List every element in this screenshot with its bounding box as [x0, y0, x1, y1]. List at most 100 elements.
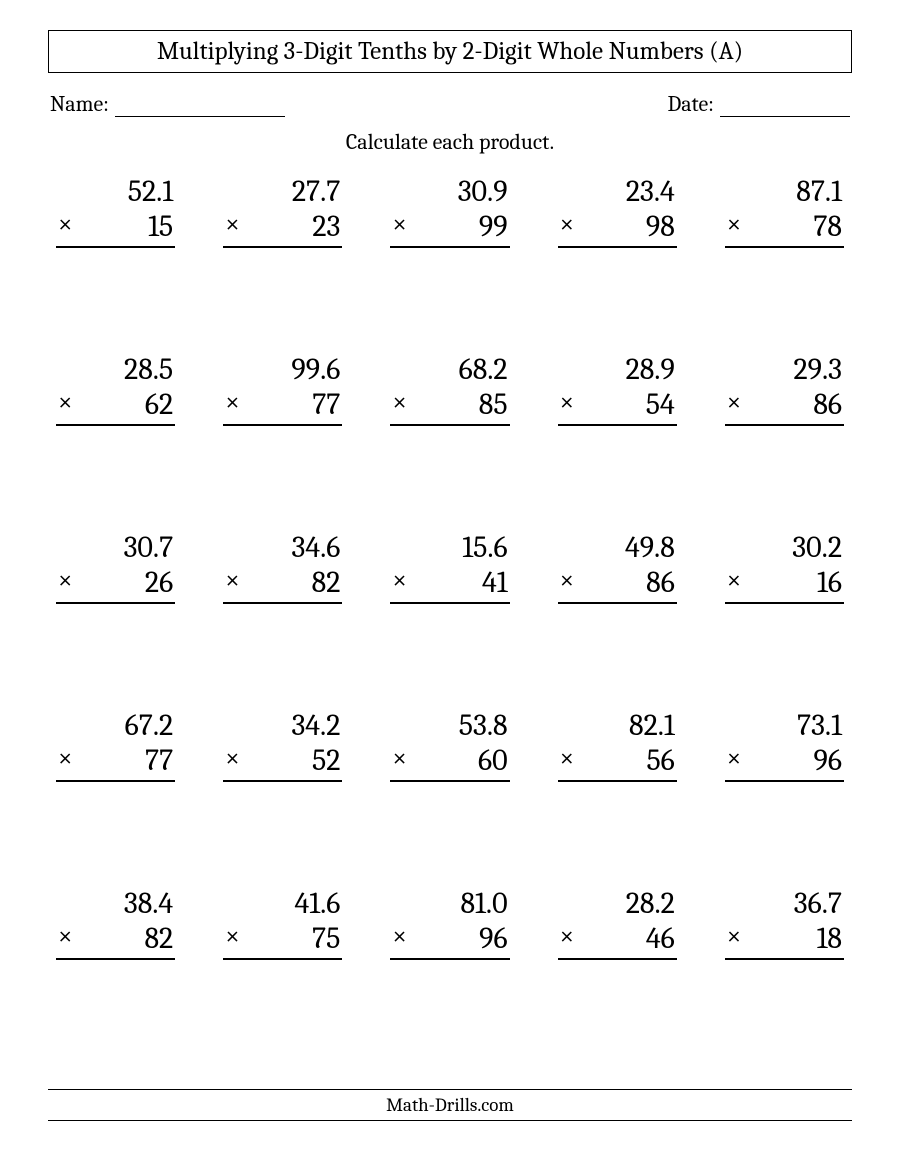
multiplier: 23	[312, 210, 340, 245]
multiplicand: 29.3	[793, 353, 844, 388]
multiplication-problem: 53.8 × 60	[390, 703, 509, 881]
multiplication-problem: 29.3 × 86	[725, 347, 844, 525]
multiplication-problem: 99.6 × 77	[223, 347, 342, 525]
multiplication-problem: 67.2×77	[56, 703, 175, 881]
multiplicand: 53.8	[459, 709, 510, 744]
multiplier-row: ×46	[558, 922, 677, 961]
multiplier-row: × 77	[223, 388, 342, 427]
multiplier: 15	[148, 210, 173, 245]
multiplication-problem: 27.7 × 23	[223, 169, 342, 347]
multiply-sign: ×	[392, 744, 406, 779]
header-row: Name: Date:	[48, 91, 852, 117]
multiplication-problem: 30.7×26	[56, 525, 175, 703]
multiplier-row: × 82	[223, 566, 342, 605]
multiplier-row: × 86	[725, 388, 844, 427]
multiplier-row: × 75	[223, 922, 342, 961]
multiply-sign: ×	[58, 388, 72, 423]
multiplier: 52	[312, 744, 340, 779]
multiply-sign: ×	[560, 744, 574, 779]
multiply-sign: ×	[727, 210, 741, 245]
multiplier-row: ×96	[390, 922, 509, 961]
multiplier-row: × 41	[390, 566, 509, 605]
multiplicand: 30.9	[458, 175, 510, 210]
multiplier: 26	[145, 566, 173, 601]
multiply-sign: ×	[392, 210, 406, 245]
multiply-sign: ×	[225, 388, 239, 423]
multiplication-problem: 87.1×78	[725, 169, 844, 347]
multiplication-problem: 34.6×82	[223, 525, 342, 703]
multiplier-row: × 86	[558, 566, 677, 605]
multiplier: 86	[646, 566, 675, 601]
multiplier-row: ×96	[725, 744, 844, 783]
multiplication-problem: 30.2×16	[725, 525, 844, 703]
multiplicand: 82.1	[629, 709, 677, 744]
multiplicand: 28.9	[626, 353, 677, 388]
multiplier: 56	[646, 744, 674, 779]
multiply-sign: ×	[58, 210, 72, 245]
multiplier: 78	[813, 210, 842, 245]
multiplier: 98	[646, 210, 675, 245]
multiply-sign: ×	[560, 210, 574, 245]
multiplication-problem: 68.2×85	[390, 347, 509, 525]
multiply-sign: ×	[392, 388, 406, 423]
multiplier-row: × 62	[56, 388, 175, 427]
multiplicand: 28.2	[626, 887, 677, 922]
multiplier: 77	[145, 744, 173, 779]
name-field: Name:	[50, 91, 285, 117]
name-blank-line[interactable]	[115, 116, 285, 117]
date-label: Date:	[667, 91, 714, 117]
multiply-sign: ×	[560, 388, 574, 423]
multiply-sign: ×	[58, 566, 72, 601]
multiply-sign: ×	[727, 922, 741, 957]
multiplication-problem: 15.6 × 41	[390, 525, 509, 703]
multiplier: 18	[817, 922, 842, 957]
multiply-sign: ×	[225, 566, 239, 601]
multiply-sign: ×	[225, 922, 239, 957]
multiplication-problem: 81.0×96	[390, 881, 509, 1059]
multiplicand: 27.7	[292, 175, 343, 210]
multiply-sign: ×	[225, 210, 239, 245]
multiplicand: 15.6	[462, 531, 509, 566]
multiplicand: 23.4	[626, 175, 677, 210]
multiplier: 54	[646, 388, 675, 423]
multiplier: 96	[814, 744, 842, 779]
multiplication-problem: 49.8×86	[558, 525, 677, 703]
worksheet-page: Multiplying 3-Digit Tenths by 2-Digit Wh…	[0, 0, 900, 1059]
multiplicand: 67.2	[125, 709, 176, 744]
multiplier-row: ×16	[725, 566, 844, 605]
multiplicand: 28.5	[124, 353, 175, 388]
multiplier-row: × 78	[725, 210, 844, 249]
multiplier: 77	[312, 388, 340, 423]
multiplier: 62	[145, 388, 173, 423]
multiplier-row: × 15	[56, 210, 175, 249]
multiply-sign: ×	[727, 388, 741, 423]
worksheet-title: Multiplying 3-Digit Tenths by 2-Digit Wh…	[48, 30, 852, 73]
multiplier: 99	[479, 210, 508, 245]
multiplier: 86	[813, 388, 842, 423]
footer: Math-Drills.com	[48, 1089, 852, 1121]
multiplication-problem: 82.1 × 56	[558, 703, 677, 881]
multiplication-problem: 38.4×82	[56, 881, 175, 1059]
multiplier-row: × 23	[223, 210, 342, 249]
date-blank-line[interactable]	[720, 116, 850, 117]
multiplication-problem: 52.1×15	[56, 169, 175, 347]
multiplier: 41	[482, 566, 508, 601]
multiplication-problem: 34.2×52	[223, 703, 342, 881]
multiplication-problem: 36.7×18	[725, 881, 844, 1059]
multiply-sign: ×	[560, 566, 574, 601]
multiplier-row: × 56	[558, 744, 677, 783]
multiplier-row: × 85	[390, 388, 509, 427]
multiplier: 85	[479, 388, 508, 423]
multiplier: 82	[312, 566, 341, 601]
multiplication-problem: 28.2×46	[558, 881, 677, 1059]
multiplicand: 73.1	[797, 709, 844, 744]
multiply-sign: ×	[392, 566, 406, 601]
multiply-sign: ×	[392, 922, 406, 957]
multiplication-problem: 23.4 × 98	[558, 169, 677, 347]
multiplicand: 41.6	[294, 887, 342, 922]
multiplier: 60	[478, 744, 508, 779]
multiplier: 75	[312, 922, 340, 957]
multiplicand: 99.6	[291, 353, 342, 388]
multiplier-row: × 26	[56, 566, 175, 605]
date-field: Date:	[667, 91, 850, 117]
